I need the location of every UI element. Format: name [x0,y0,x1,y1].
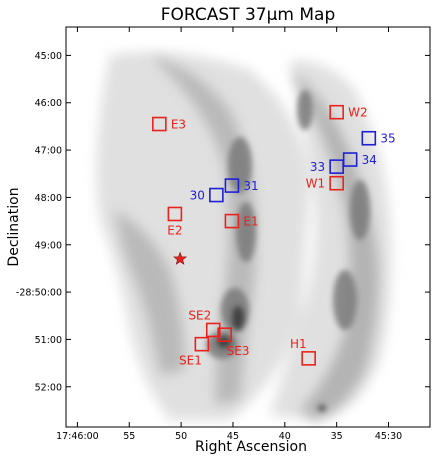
marker-box-w1 [329,175,344,191]
marker-box-w2 [329,104,344,120]
marker-label-34: 34 [362,153,377,167]
x-axis-label: Right Ascension [195,439,307,455]
marker-label-35: 35 [380,132,395,146]
y-axis-ticks: 45:00 46:00 47:00 48:00 49:00 -28:50:00 51:00 5… [16,51,430,393]
y-tick-label: 52:00 [35,382,62,393]
emission-image [66,27,430,427]
marker-label-e3: E3 [171,118,186,132]
marker-label-h1: H1 [290,337,307,351]
marker-label-e2: E2 [167,223,182,237]
marker-label-w1: W1 [306,177,326,191]
marker-box-e3 [152,116,167,132]
marker-box-se2 [205,322,221,338]
star-icon [173,251,188,265]
x-tick-label: 45 [227,431,239,442]
marker-label-30: 30 [190,189,205,203]
figure-title: FORCAST 37μm Map [161,5,336,25]
y-tick-label: 45:00 [35,51,62,62]
marker-label-se3: SE3 [227,344,250,358]
y-tick-label: -28:50:00 [16,288,62,299]
marker-box-se3 [217,327,232,342]
marker-label-e1: E1 [243,215,258,229]
y-tick-label: 49:00 [35,240,62,251]
marker-label-se2: SE2 [188,308,211,322]
marker-box-h1 [301,351,316,366]
marker-box-e2 [167,206,183,222]
plot-frame [65,26,431,428]
marker-label-33: 33 [310,160,325,174]
y-tick-label: 48:00 [35,193,62,204]
x-tick-label: 17:46:00 [56,431,99,442]
x-axis-ticks: 17:46:00 55 50 45 40 35 45:30 [56,27,402,442]
x-tick-label: 40 [279,431,291,442]
y-tick-label: 51:00 [35,335,62,346]
marker-label-31: 31 [243,179,258,193]
marker-box-30 [209,187,224,203]
marker-label-w2: W2 [348,106,368,120]
y-tick-label: 47:00 [35,146,62,157]
marker-box-33 [329,159,344,174]
x-tick-label: 55 [123,431,135,442]
marker-box-e1 [224,213,240,229]
marker-box-35 [361,130,377,146]
x-tick-label: 50 [175,431,187,442]
y-axis-label: Declination [6,187,22,266]
marker-box-31 [224,178,240,193]
x-tick-label: 45:30 [375,431,402,442]
marker-label-se1: SE1 [179,354,202,368]
y-tick-label: 46:00 [35,98,62,109]
marker-box-se1 [194,336,210,352]
x-tick-label: 35 [331,431,343,442]
